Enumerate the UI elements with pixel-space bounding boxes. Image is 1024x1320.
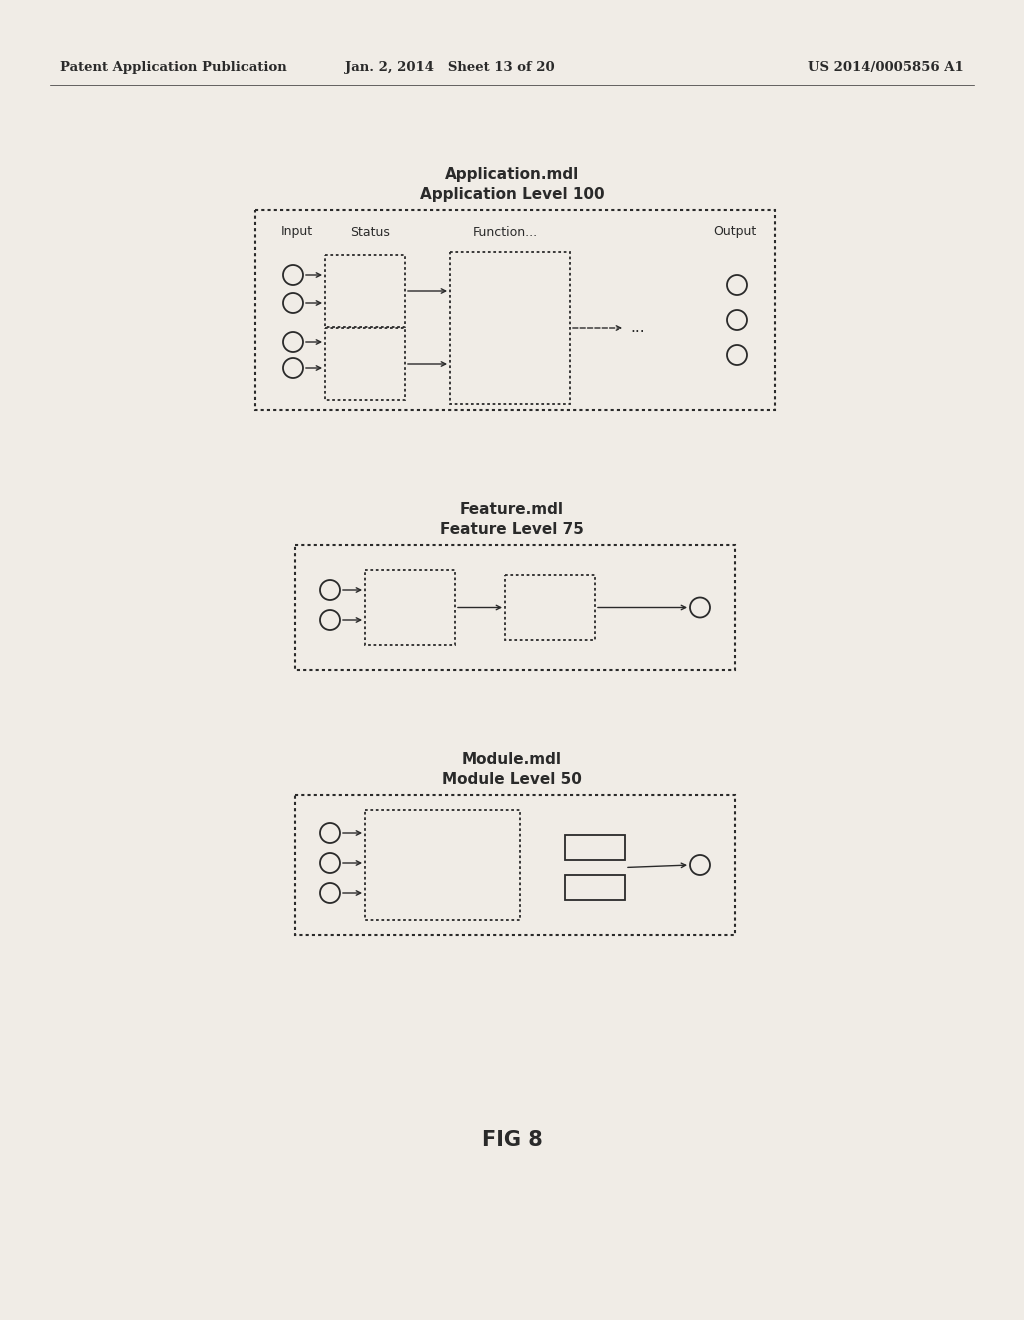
Text: Application.mdl: Application.mdl — [444, 168, 580, 182]
Bar — [365, 570, 455, 645]
Text: Feature.mdl: Feature.mdl — [460, 503, 564, 517]
Bar — [565, 836, 625, 861]
Text: Output: Output — [714, 226, 757, 239]
Bar — [295, 545, 735, 671]
Text: Patent Application Publication: Patent Application Publication — [60, 62, 287, 74]
Text: Module Level 50: Module Level 50 — [442, 772, 582, 788]
Text: Feature Level 75: Feature Level 75 — [440, 523, 584, 537]
Text: US 2014/0005856 A1: US 2014/0005856 A1 — [808, 62, 964, 74]
Bar — [565, 875, 625, 900]
Bar — [255, 210, 775, 411]
Text: ...: ... — [630, 321, 645, 335]
Text: Jan. 2, 2014   Sheet 13 of 20: Jan. 2, 2014 Sheet 13 of 20 — [345, 62, 555, 74]
Text: Application Level 100: Application Level 100 — [420, 187, 604, 202]
Bar — [295, 795, 735, 935]
Bar — [325, 327, 406, 400]
Bar — [365, 810, 520, 920]
Text: FIG 8: FIG 8 — [481, 1130, 543, 1150]
Bar — [325, 255, 406, 327]
Bar — [450, 252, 570, 404]
Text: Input: Input — [281, 226, 313, 239]
Bar — [505, 576, 595, 640]
Text: Module.mdl: Module.mdl — [462, 752, 562, 767]
Text: Function...: Function... — [472, 226, 538, 239]
Text: Status: Status — [350, 226, 390, 239]
